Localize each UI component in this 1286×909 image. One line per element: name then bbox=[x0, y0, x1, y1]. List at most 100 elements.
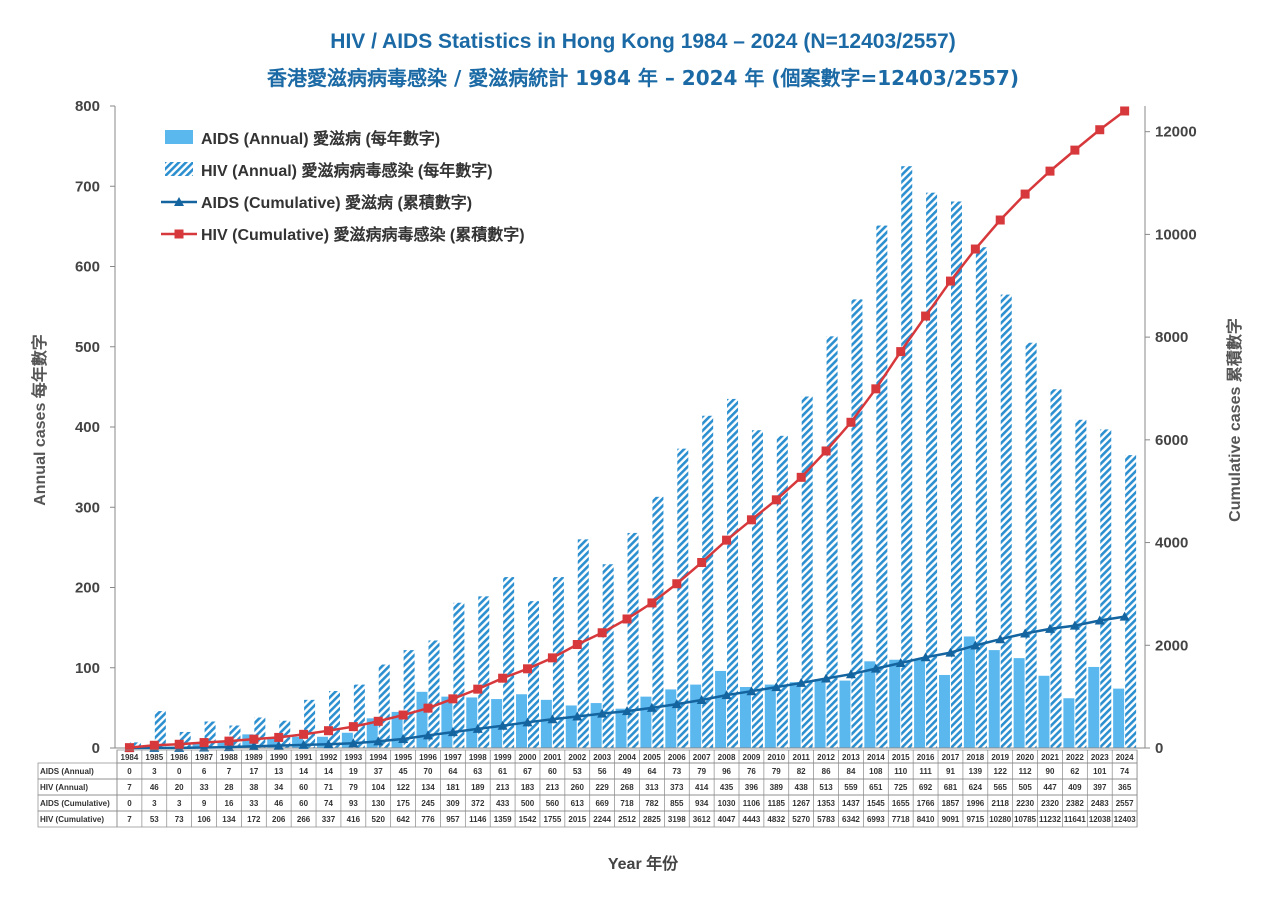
table-cell-2-2007: 934 bbox=[695, 799, 709, 808]
table-cell-0-2020: 112 bbox=[1019, 767, 1032, 776]
table-year-2007: 2007 bbox=[693, 753, 711, 762]
table-cell-3-1991: 266 bbox=[297, 815, 311, 824]
point-aids-cumulative-2004 bbox=[622, 706, 633, 716]
bar-aids-annual-1993 bbox=[341, 732, 353, 748]
table-cell-1-2017: 681 bbox=[944, 783, 958, 792]
point-aids-cumulative-2001 bbox=[547, 714, 558, 724]
table-cell-1-2022: 409 bbox=[1068, 783, 1082, 792]
point-aids-cumulative-1988 bbox=[223, 742, 234, 752]
point-hiv-cumulative-2021 bbox=[1045, 166, 1055, 176]
point-hiv-cumulative-2016 bbox=[921, 311, 931, 321]
table-year-2016: 2016 bbox=[917, 753, 935, 762]
left-tick-label-500: 500 bbox=[75, 339, 100, 356]
table-cell-1-2011: 438 bbox=[795, 783, 809, 792]
table-row-label-1: HIV (Annual) bbox=[40, 783, 88, 792]
point-aids-cumulative-1997 bbox=[447, 727, 458, 737]
table-year-1990: 1990 bbox=[270, 753, 288, 762]
table-cell-0-2013: 84 bbox=[847, 767, 856, 776]
point-aids-cumulative-1998 bbox=[472, 723, 483, 733]
bar-hiv-annual-1996 bbox=[428, 640, 440, 748]
table-cell-0-2012: 86 bbox=[822, 767, 831, 776]
bar-aids-annual-2019 bbox=[988, 650, 1000, 748]
table-cell-1-1992: 71 bbox=[324, 783, 333, 792]
point-aids-cumulative-2011 bbox=[796, 677, 807, 687]
table-cell-0-2009: 76 bbox=[747, 767, 756, 776]
bar-hiv-annual-1990 bbox=[279, 720, 291, 748]
table-cell-0-2003: 56 bbox=[598, 767, 607, 776]
table-year-1994: 1994 bbox=[369, 753, 387, 762]
table-cell-3-2011: 5270 bbox=[792, 815, 810, 824]
table-cell-0-2006: 73 bbox=[672, 767, 681, 776]
point-aids-cumulative-2015 bbox=[895, 657, 906, 667]
table-cell-1-1990: 34 bbox=[274, 783, 283, 792]
bar-hiv-annual-2015 bbox=[901, 166, 913, 748]
point-hiv-cumulative-1995 bbox=[398, 710, 408, 720]
table-cell-1-1997: 181 bbox=[446, 783, 460, 792]
chart-title-english: HIV / AIDS Statistics in Hong Kong 1984 … bbox=[330, 30, 956, 53]
table-cell-3-2012: 5783 bbox=[817, 815, 835, 824]
table-cell-2-2017: 1857 bbox=[942, 799, 960, 808]
point-hiv-cumulative-1988 bbox=[224, 736, 234, 746]
bar-aids-annual-2010 bbox=[764, 684, 776, 748]
table-cell-3-2019: 10280 bbox=[989, 815, 1011, 824]
table-cell-3-2000: 1542 bbox=[519, 815, 537, 824]
legend-swatch-aids-cumulative-marker bbox=[174, 197, 184, 206]
table-cell-3-1985: 53 bbox=[150, 815, 159, 824]
table-cell-3-1994: 520 bbox=[372, 815, 386, 824]
table-cell-0-1993: 19 bbox=[349, 767, 358, 776]
bar-hiv-annual-1987 bbox=[204, 721, 216, 748]
point-aids-cumulative-2022 bbox=[1069, 620, 1080, 630]
table-year-2011: 2011 bbox=[793, 753, 811, 762]
bar-hiv-annual-1994 bbox=[378, 664, 390, 748]
bar-hiv-annual-2003 bbox=[602, 564, 614, 748]
legend-swatch-hiv-annual bbox=[165, 162, 193, 176]
point-hiv-cumulative-2022 bbox=[1070, 145, 1080, 155]
bar-hiv-annual-1993 bbox=[353, 684, 365, 748]
point-aids-cumulative-2019 bbox=[995, 634, 1006, 644]
table-cell-0-2000: 67 bbox=[523, 767, 532, 776]
legend-swatch-hiv-cumulative-marker bbox=[174, 229, 184, 239]
point-hiv-cumulative-1993 bbox=[348, 722, 358, 732]
table-cell-3-1993: 416 bbox=[347, 815, 361, 824]
point-aids-cumulative-2016 bbox=[920, 652, 931, 662]
table-cell-1-1994: 104 bbox=[372, 783, 386, 792]
bar-hiv-annual-2006 bbox=[677, 448, 689, 748]
bar-hiv-annual-2020 bbox=[1025, 342, 1037, 748]
table-cell-0-1994: 37 bbox=[374, 767, 383, 776]
legend-label-hiv-cumulative: HIV (Cumulative) 愛滋病病毒感染 (累積數字) bbox=[201, 225, 525, 244]
table-cell-0-2001: 60 bbox=[548, 767, 557, 776]
bar-aids-annual-2005 bbox=[640, 696, 652, 748]
table-cell-1-2002: 260 bbox=[571, 783, 585, 792]
table-year-2001: 2001 bbox=[544, 753, 562, 762]
right-tick-label-6000: 6000 bbox=[1155, 432, 1188, 449]
bar-hiv-annual-2018 bbox=[975, 247, 987, 749]
table-cell-1-1985: 46 bbox=[150, 783, 159, 792]
table-cell-2-2014: 1545 bbox=[867, 799, 885, 808]
table-cell-2-2024: 2557 bbox=[1116, 799, 1134, 808]
point-hiv-cumulative-2004 bbox=[622, 614, 632, 624]
right-tick-label-12000: 12000 bbox=[1155, 124, 1197, 141]
bar-hiv-annual-2014 bbox=[876, 225, 888, 748]
table-cell-0-1989: 17 bbox=[249, 767, 258, 776]
table-cell-0-2024: 74 bbox=[1120, 767, 1129, 776]
table-cell-2-2003: 669 bbox=[595, 799, 609, 808]
table-cell-1-2015: 725 bbox=[894, 783, 908, 792]
left-tick-label-400: 400 bbox=[75, 419, 100, 436]
table-cell-1-2004: 268 bbox=[620, 783, 634, 792]
table-year-2006: 2006 bbox=[668, 753, 686, 762]
table-cell-0-1999: 61 bbox=[498, 767, 507, 776]
bar-aids-annual-2004 bbox=[615, 708, 627, 748]
table-cell-2-1987: 9 bbox=[202, 799, 207, 808]
bar-aids-annual-2021 bbox=[1038, 675, 1050, 748]
point-hiv-cumulative-2000 bbox=[523, 664, 533, 674]
bar-hiv-annual-2004 bbox=[627, 532, 639, 748]
table-cell-2-1985: 3 bbox=[152, 799, 157, 808]
table-cell-3-2005: 2825 bbox=[643, 815, 661, 824]
table-cell-0-2023: 101 bbox=[1093, 767, 1107, 776]
point-hiv-cumulative-2006 bbox=[672, 579, 682, 589]
y-axis-label-left: Annual cases 每年數字 bbox=[30, 334, 49, 506]
table-cell-2-2000: 500 bbox=[521, 799, 535, 808]
left-tick-label-0: 0 bbox=[92, 740, 100, 757]
point-hiv-cumulative-2020 bbox=[1020, 189, 1030, 199]
table-cell-0-1997: 64 bbox=[448, 767, 457, 776]
